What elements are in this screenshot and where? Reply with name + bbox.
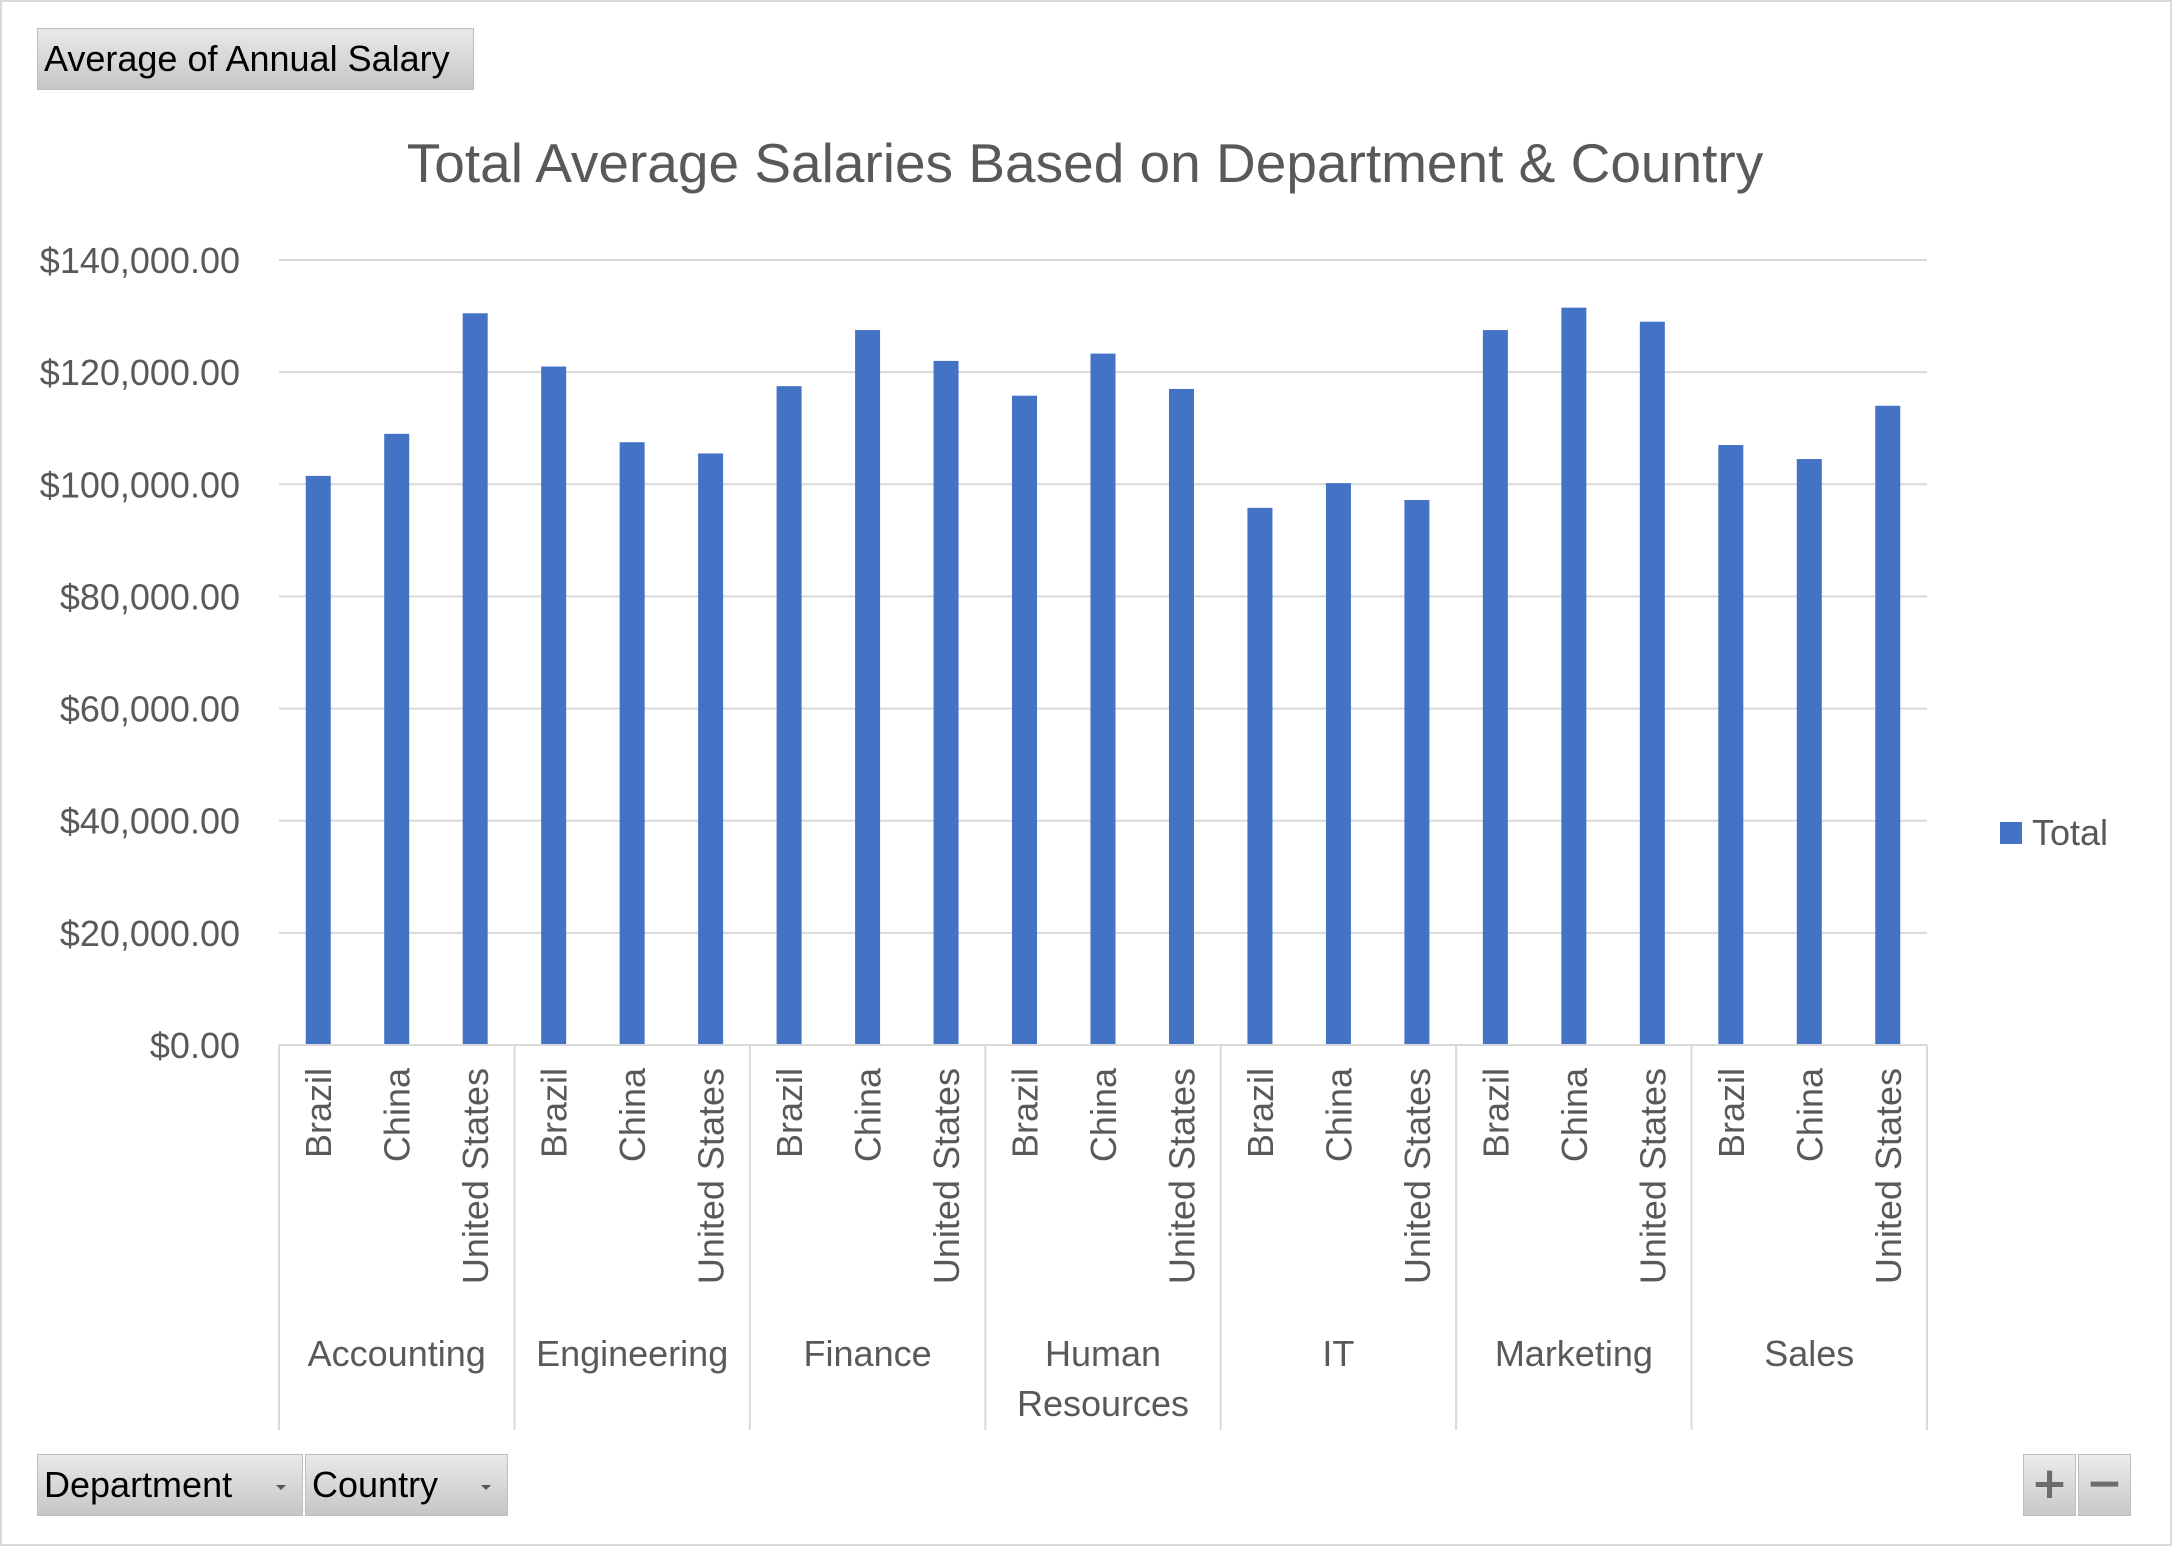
x-category-label: Brazil (769, 1068, 810, 1158)
dropdown-arrow-icon[interactable] (481, 1485, 491, 1490)
value-field-label: Average of Annual Salary (44, 38, 450, 79)
x-category-label: United States (926, 1068, 967, 1284)
country-field-button[interactable]: Country (305, 1454, 508, 1516)
x-group-label: Engineering (536, 1333, 728, 1374)
bar-finance-united-states[interactable] (933, 360, 959, 1045)
y-tick-label: $100,000.00 (40, 464, 240, 505)
value-field-button[interactable]: Average of Annual Salary (37, 28, 474, 90)
y-tick-label: $120,000.00 (40, 352, 240, 393)
dropdown-arrow-icon[interactable] (276, 1485, 286, 1490)
bar-engineering-brazil[interactable] (541, 366, 567, 1045)
x-group-label: Sales (1764, 1333, 1854, 1374)
bar-accounting-united-states[interactable] (462, 313, 488, 1046)
bar-accounting-china[interactable] (384, 433, 410, 1046)
country-field-label: Country (312, 1464, 439, 1505)
x-axis: Brazil China United States Accounting Brazil… (278, 1044, 1928, 1430)
x-category-label: China (612, 1067, 653, 1162)
bar-human-resources-china[interactable] (1090, 353, 1116, 1045)
x-category-label: United States (1632, 1068, 1673, 1284)
bar-marketing-united-states[interactable] (1639, 321, 1665, 1045)
x-category-label: Brazil (1240, 1068, 1281, 1158)
x-category-label: China (1789, 1067, 1830, 1162)
x-category-label: United States (1397, 1068, 1438, 1284)
x-category-label: United States (1161, 1068, 1202, 1284)
x-category-label: Brazil (1711, 1068, 1752, 1158)
bars (305, 307, 1901, 1046)
y-axis-tick-labels: $0.00 $20,000.00 $40,000.00 $60,000.00 $80,0… (40, 240, 240, 1066)
bar-human-resources-united-states[interactable] (1168, 388, 1194, 1045)
y-tick-label: $0.00 (150, 1025, 240, 1066)
x-category-label: China (1083, 1067, 1124, 1162)
bar-it-brazil[interactable] (1247, 507, 1273, 1046)
x-group-label: Marketing (1495, 1333, 1653, 1374)
bar-finance-china[interactable] (855, 330, 881, 1045)
bar-engineering-united-states[interactable] (698, 453, 724, 1046)
x-group-label: Human Resources (1017, 1333, 1189, 1424)
bar-it-united-states[interactable] (1404, 499, 1430, 1045)
collapse-field-button[interactable]: − (2078, 1454, 2131, 1516)
x-category-label: Brazil (298, 1068, 339, 1158)
legend-swatch (2000, 822, 2022, 844)
expand-field-button[interactable]: + (2023, 1454, 2076, 1516)
x-category-label: United States (455, 1068, 496, 1284)
department-field-label: Department (44, 1464, 233, 1505)
x-category-label: United States (691, 1068, 732, 1284)
bar-finance-brazil[interactable] (776, 386, 802, 1045)
x-category-label: China (848, 1067, 889, 1162)
legend-label-total: Total (2032, 812, 2108, 853)
bar-sales-china[interactable] (1796, 459, 1822, 1045)
department-field-button[interactable]: Department (37, 1454, 303, 1516)
bar-engineering-china[interactable] (619, 442, 645, 1045)
chart-title: Total Average Salaries Based on Departme… (407, 132, 1764, 194)
bar-marketing-china[interactable] (1561, 307, 1587, 1045)
bar-marketing-brazil[interactable] (1482, 330, 1508, 1045)
y-tick-label: $140,000.00 (40, 240, 240, 281)
x-category-label: China (377, 1067, 418, 1162)
x-category-label: Brazil (534, 1068, 575, 1158)
x-category-label: China (1554, 1067, 1595, 1162)
legend[interactable]: Total (2000, 812, 2108, 853)
x-category-label: China (1318, 1067, 1359, 1162)
y-tick-label: $20,000.00 (60, 913, 240, 954)
y-tick-label: $60,000.00 (60, 689, 240, 730)
y-tick-label: $80,000.00 (60, 576, 240, 617)
x-category-label: United States (1868, 1068, 1909, 1284)
bar-accounting-brazil[interactable] (305, 475, 331, 1045)
bar-sales-united-states[interactable] (1875, 405, 1901, 1045)
y-tick-label: $40,000.00 (60, 801, 240, 842)
x-group-label: Finance (804, 1333, 932, 1374)
x-category-label: Brazil (1005, 1068, 1046, 1158)
bar-sales-brazil[interactable] (1718, 445, 1744, 1045)
x-group-label: Accounting (308, 1333, 486, 1374)
bar-human-resources-brazil[interactable] (1012, 395, 1038, 1045)
x-group-label: IT (1322, 1333, 1354, 1374)
bar-it-china[interactable] (1325, 483, 1351, 1045)
x-category-label: Brazil (1475, 1068, 1516, 1158)
